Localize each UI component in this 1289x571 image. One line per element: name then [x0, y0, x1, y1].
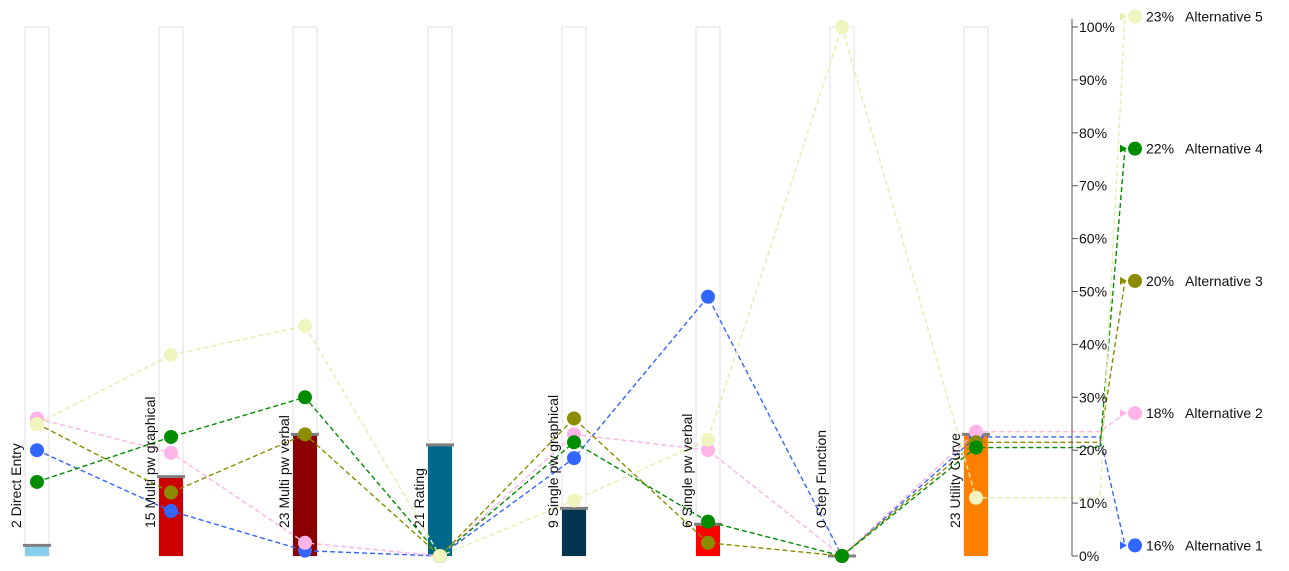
series-line-1 — [36, 16, 1126, 557]
right-axis-tick-label: 40% — [1079, 336, 1107, 352]
criterion-label-7: 0 Step Function — [813, 430, 829, 528]
series-point[interactable] — [969, 490, 983, 505]
legend-name-4[interactable]: Alternative 2 — [1185, 405, 1263, 421]
legend: 23% Alternative 5 22% Alternative 4 20% Alter… — [1128, 8, 1263, 553]
series-point[interactable] — [701, 443, 715, 458]
criterion-weight-bar-1[interactable] — [25, 545, 49, 556]
right-axis-tick-label: 100% — [1079, 19, 1115, 35]
criterion-label-5: 9 Single pw graphical — [545, 395, 561, 528]
series-point[interactable] — [30, 416, 44, 431]
series-point[interactable] — [567, 493, 581, 508]
series-point[interactable] — [164, 504, 178, 519]
criterion-label-4: 21 Rating — [411, 468, 427, 528]
series-point[interactable] — [164, 347, 178, 362]
series-point[interactable] — [701, 535, 715, 550]
legend-marker-5[interactable] — [1128, 538, 1142, 553]
criterion-column-7[interactable] — [829, 26, 855, 557]
right-axis-tick-label: 10% — [1079, 495, 1107, 511]
series-point[interactable] — [298, 535, 312, 550]
series-arrow-3 — [1120, 276, 1127, 285]
legend-name-3[interactable]: Alternative 3 — [1185, 273, 1263, 289]
criterion-weight-bar-3[interactable] — [293, 434, 317, 556]
series-point[interactable] — [701, 514, 715, 529]
right-axis-tick-label: 80% — [1079, 125, 1107, 141]
series-point[interactable] — [164, 429, 178, 444]
series-point[interactable] — [30, 443, 44, 458]
criteria-labels: 2 Direct Entry 15 Multi pw graphical 23 Mu… — [8, 395, 963, 528]
series-point[interactable] — [835, 20, 849, 34]
legend-marker-3[interactable] — [1128, 273, 1142, 288]
right-axis-tick-label: 30% — [1079, 389, 1107, 405]
series-arrow-1 — [1120, 12, 1127, 21]
legend-name-1[interactable]: Alternative 5 — [1185, 8, 1263, 24]
right-axis: 0% 10% 20% 30% 40% 50% 60% 70% 80% 90% 100% — [1071, 19, 1115, 564]
series-line-5 — [36, 295, 1126, 558]
series-line-3 — [36, 280, 1126, 557]
right-axis-tick-label: 90% — [1079, 72, 1107, 88]
right-axis-tick-label: 0% — [1079, 548, 1099, 564]
criterion-label-6: 6 Single pw verbal — [679, 414, 695, 528]
series-point[interactable] — [835, 549, 849, 563]
criteria-columns — [23, 26, 990, 558]
series-point[interactable] — [298, 318, 312, 333]
legend-name-5[interactable]: Alternative 1 — [1185, 537, 1263, 553]
alternative-points — [30, 20, 983, 563]
series-point[interactable] — [298, 427, 312, 442]
series-point[interactable] — [969, 424, 983, 439]
legend-marker-2[interactable] — [1128, 141, 1142, 156]
series-point[interactable] — [567, 451, 581, 466]
criterion-label-2: 15 Multi pw graphical — [142, 396, 158, 528]
legend-percent-4: 18% — [1146, 405, 1174, 421]
series-point[interactable] — [30, 474, 44, 489]
criterion-weight-bar-4[interactable] — [428, 444, 452, 556]
criterion-label-1: 2 Direct Entry — [8, 443, 24, 528]
right-axis-tick-label: 70% — [1079, 178, 1107, 194]
series-point[interactable] — [298, 390, 312, 405]
series-point[interactable] — [433, 549, 447, 563]
right-axis-tick-label: 50% — [1079, 284, 1107, 300]
series-arrow-5 — [1120, 541, 1127, 550]
series-point[interactable] — [567, 411, 581, 426]
criterion-column-5[interactable] — [561, 26, 587, 557]
series-line-4 — [36, 412, 1126, 557]
legend-percent-3: 20% — [1146, 273, 1174, 289]
legend-percent-1: 23% — [1146, 8, 1174, 24]
legend-name-2[interactable]: Alternative 4 — [1185, 141, 1263, 157]
criterion-label-8: 23 Utility Curve — [947, 433, 963, 528]
legend-percent-2: 22% — [1146, 141, 1174, 157]
series-point[interactable] — [701, 289, 715, 304]
legend-marker-4[interactable] — [1128, 406, 1142, 421]
right-axis-tick-label: 60% — [1079, 231, 1107, 247]
series-point[interactable] — [969, 440, 983, 455]
legend-marker-1[interactable] — [1128, 9, 1142, 24]
criterion-weight-bar-5[interactable] — [562, 508, 586, 556]
series-point[interactable] — [164, 445, 178, 460]
series-point[interactable] — [567, 435, 581, 450]
series-point[interactable] — [164, 485, 178, 500]
series-arrow-4 — [1120, 409, 1127, 418]
series-arrow-2 — [1120, 144, 1127, 153]
series-point[interactable] — [701, 432, 715, 447]
right-axis-tick-label: 20% — [1079, 442, 1107, 458]
legend-percent-5: 16% — [1146, 537, 1174, 553]
criterion-label-3: 23 Multi pw verbal — [276, 415, 292, 528]
